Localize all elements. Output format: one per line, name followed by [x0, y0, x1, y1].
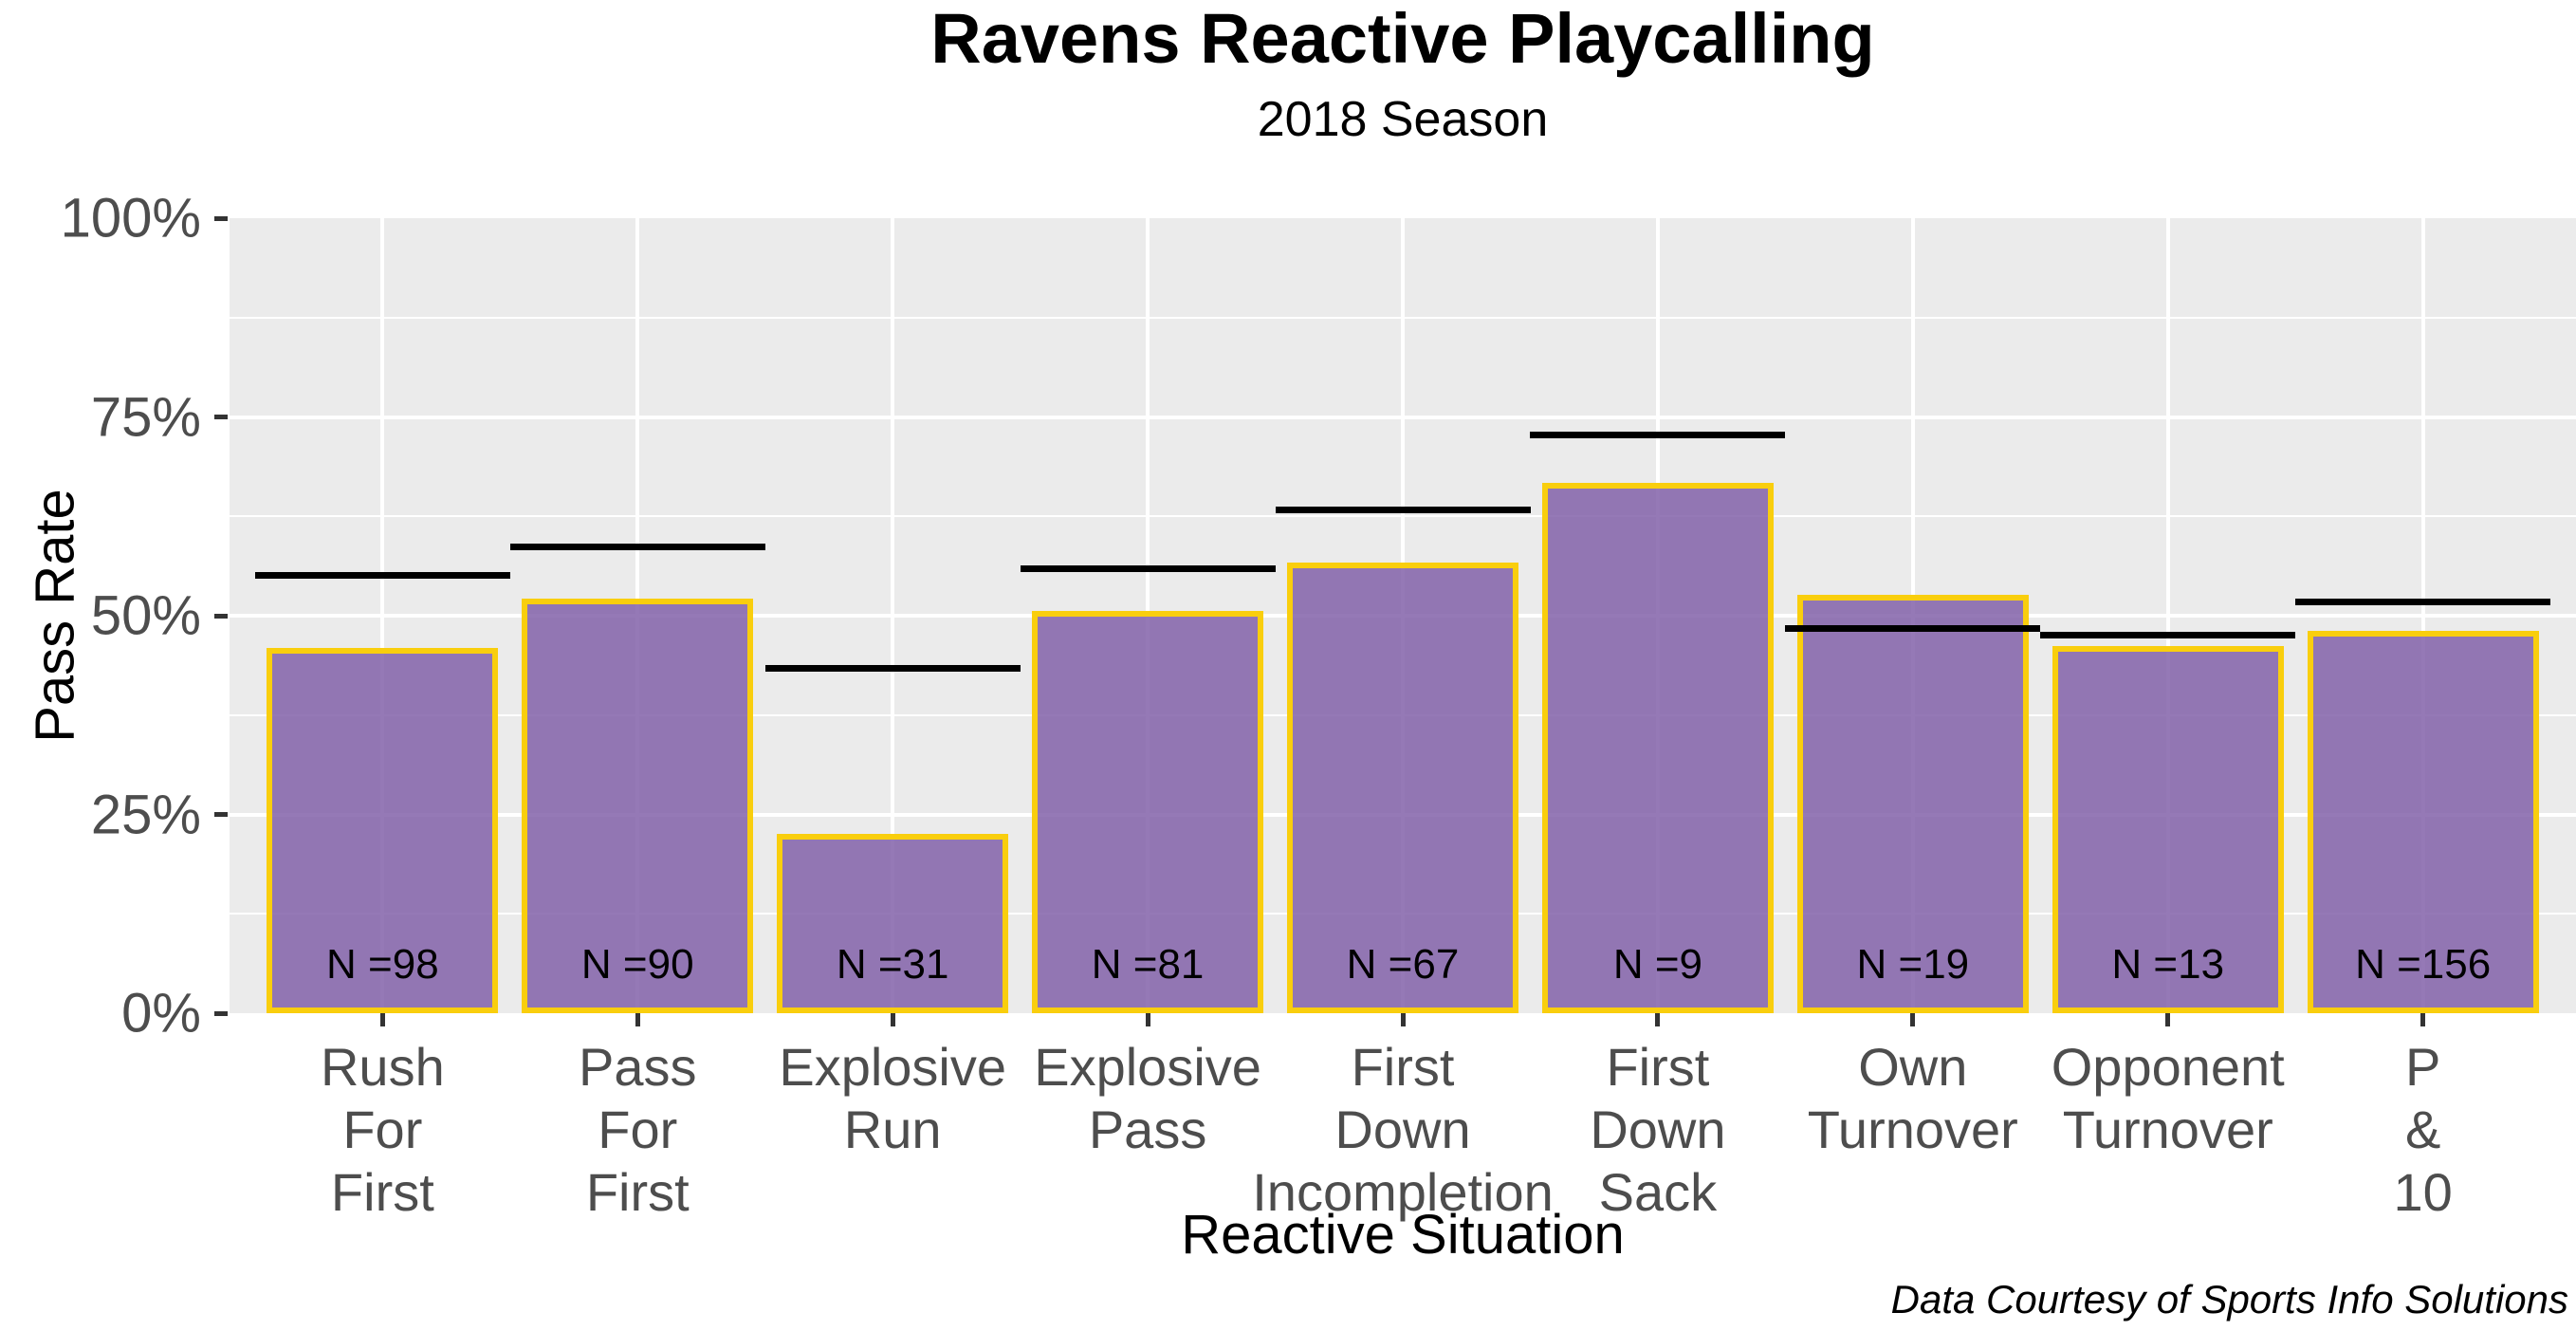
x-axis-tick-label: P & 10: [2393, 1037, 2453, 1222]
reference-line-rush-for-first: [254, 571, 510, 579]
reference-line-opponent-turnover: [2040, 632, 2296, 639]
reference-line-own-turnover: [1785, 624, 2041, 632]
sample-size-label: N =9: [1612, 941, 1702, 988]
bar-first-down-sack: [1541, 483, 1774, 1013]
major-gridline-vertical: [891, 218, 895, 1013]
x-axis-tick-label: Opponent Turnover: [2051, 1037, 2285, 1159]
bar-own-turnover: [1796, 595, 2029, 1013]
x-axis-tick: [2165, 1013, 2171, 1026]
x-axis-tick: [2420, 1013, 2426, 1026]
sample-size-label: N =31: [836, 941, 949, 988]
sample-size-label: N =81: [1091, 941, 1205, 988]
y-axis-tick: [214, 415, 228, 419]
y-axis-tick-label: 0%: [121, 982, 201, 1044]
x-axis-tick: [1400, 1013, 1406, 1026]
chart-title: Ravens Reactive Playcalling: [930, 0, 1875, 78]
sample-size-label: N =90: [580, 941, 694, 988]
bar-first-down-incompletion: [1287, 562, 1518, 1013]
x-axis-tick: [1655, 1013, 1661, 1026]
y-axis-tick: [214, 215, 228, 221]
x-axis-tick-label: First Down Sack: [1590, 1037, 1726, 1222]
reference-line-explosive-run: [764, 664, 1021, 672]
x-axis-tick: [890, 1013, 895, 1026]
x-axis-tick-label: Pass For First: [579, 1037, 697, 1222]
bar-opponent-turnover: [2052, 645, 2284, 1013]
y-axis-tick-label: 50%: [90, 584, 201, 647]
x-axis-tick: [1145, 1013, 1150, 1026]
y-axis-tick-label: 25%: [90, 784, 201, 845]
y-axis-tick: [214, 812, 228, 817]
bar-explosive-pass: [1032, 610, 1264, 1013]
sample-size-label: N =67: [1346, 941, 1460, 988]
reference-line-first-down-incompletion: [1275, 507, 1531, 514]
y-axis-tick-label: 100%: [60, 187, 201, 250]
reference-line-first-down-sack: [1530, 432, 1786, 439]
major-gridline-vertical: [2420, 218, 2425, 1013]
major-gridline-vertical: [380, 218, 385, 1013]
major-gridline-vertical: [2165, 218, 2170, 1013]
y-axis-tick: [214, 1010, 228, 1016]
sample-size-label: N =13: [2111, 941, 2225, 988]
x-axis-tick-label: Rush For First: [320, 1037, 445, 1222]
sample-size-label: N =156: [2355, 941, 2492, 988]
plot-panel: N =98 N =90 N =31 N =81 N =67 N =9 N =19 N =13 N…: [230, 218, 2576, 1013]
x-axis-tick-label: Own Turnover: [1807, 1037, 2018, 1159]
x-axis-tick-label: Explosive Run: [779, 1037, 1007, 1159]
y-axis-tick-label: 75%: [90, 386, 201, 448]
bar-pass-for-first: [522, 598, 754, 1013]
sample-size-label: N =98: [326, 941, 439, 988]
bar-p-&-10: [2307, 630, 2539, 1013]
chart-subtitle: 2018 Season: [1257, 92, 1549, 147]
reference-line-explosive-pass: [1020, 565, 1276, 573]
x-axis-tick: [635, 1013, 640, 1026]
bar-explosive-run: [777, 833, 1009, 1013]
x-axis-tick: [379, 1013, 385, 1026]
bar-rush-for-first: [267, 648, 499, 1013]
x-axis-tick: [1910, 1013, 1916, 1026]
sample-size-label: N =19: [1856, 941, 1970, 988]
reference-line-pass-for-first: [509, 544, 765, 551]
y-axis-tick: [214, 613, 228, 619]
reference-line-p-&-10: [2295, 599, 2551, 606]
x-axis-tick-label: Explosive Pass: [1034, 1037, 1261, 1159]
x-axis-title: Reactive Situation: [1181, 1204, 1625, 1266]
chart-caption: Data Courtesy of Sports Info Solutions: [1890, 1277, 2568, 1322]
x-axis-tick-label: First Down Incompletion: [1252, 1037, 1554, 1222]
